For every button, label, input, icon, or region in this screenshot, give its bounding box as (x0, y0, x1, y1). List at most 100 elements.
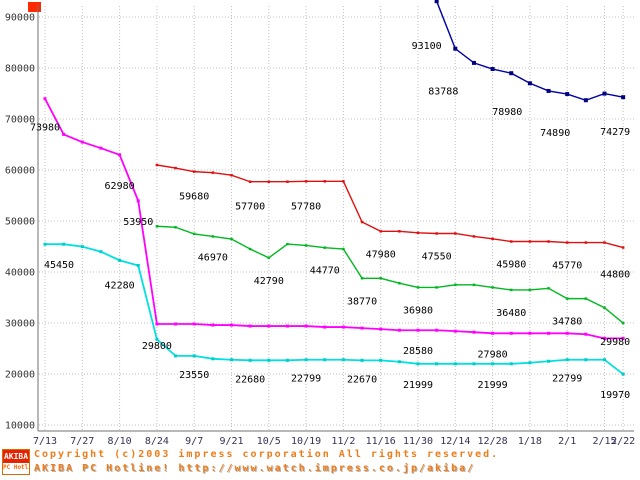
data-point-magenta (435, 328, 439, 332)
data-point-green (472, 283, 476, 287)
data-point-green (510, 288, 513, 292)
y-tick-label: 10000 (5, 421, 35, 432)
data-point-cyan (379, 358, 383, 362)
data-point-red (192, 170, 196, 173)
point-label: 29980 (600, 337, 630, 348)
y-tick-label: 90000 (5, 13, 35, 24)
point-label: 36980 (403, 305, 433, 316)
point-label: 53950 (123, 217, 153, 228)
data-point-magenta (528, 331, 532, 335)
akiba-pc-hotline-logo: AKIBA PC Hotline! (2, 449, 30, 475)
data-point-red (528, 240, 532, 243)
x-tick-label: 9/21 (219, 436, 243, 446)
x-tick-label: 12/14 (440, 436, 470, 446)
data-point-red (155, 163, 159, 167)
data-point-blue (546, 88, 551, 93)
data-point-cyan (323, 358, 327, 362)
data-point-red (416, 231, 420, 235)
point-label: 21999 (403, 380, 433, 391)
point-label: 47550 (422, 251, 452, 262)
data-point-magenta (379, 327, 383, 331)
data-point-red (379, 230, 382, 233)
y-tick-label: 20000 (5, 370, 35, 381)
x-tick-label: 11/30 (403, 436, 433, 446)
point-label: 74890 (540, 128, 570, 139)
y-tick-label: 80000 (5, 64, 35, 75)
data-point-red (248, 180, 252, 183)
data-point-magenta (453, 329, 457, 333)
data-point-blue (583, 98, 588, 103)
data-point-cyan (341, 358, 345, 362)
price-trend-chart: 90000 80000 70000 60000 50000 40000 30000 20000… (5, 0, 635, 446)
data-point-red (174, 166, 177, 170)
data-point-magenta (584, 332, 588, 336)
data-point-cyan (43, 242, 47, 246)
point-label: 74279 (600, 127, 630, 138)
point-label: 45770 (552, 261, 582, 272)
point-label: 22799 (552, 374, 582, 385)
point-label: 22799 (291, 374, 321, 385)
point-label: 59680 (179, 192, 209, 203)
data-point-green (304, 244, 308, 247)
data-point-cyan (230, 358, 233, 362)
data-point-magenta (397, 328, 401, 332)
copyright-text: Copyright (c)2003 impress corporation Al… (34, 449, 500, 460)
data-point-red (565, 241, 569, 244)
data-point-green (174, 226, 177, 229)
data-point-blue (565, 92, 570, 97)
data-point-red (472, 235, 476, 238)
data-point-blue (471, 60, 476, 65)
data-point-blue (490, 67, 495, 72)
data-point-cyan (118, 258, 122, 262)
data-point-red (230, 173, 233, 177)
x-tick-label: 10/5 (257, 436, 281, 446)
data-point-cyan (416, 362, 420, 366)
series-line-red (156, 164, 624, 249)
data-point-green (565, 297, 569, 300)
data-point-cyan (136, 263, 140, 267)
x-tick-label: 7/27 (70, 436, 94, 446)
x-tick-label: 9/7 (185, 436, 203, 446)
data-point-cyan (547, 359, 551, 363)
data-point-green (584, 297, 588, 300)
point-label: 62980 (105, 181, 135, 192)
data-point-magenta (565, 331, 569, 335)
y-tick-label: 70000 (5, 115, 35, 126)
data-point-magenta (62, 132, 66, 136)
point-label: 36480 (496, 308, 526, 319)
data-point-magenta (360, 326, 364, 330)
point-label: 22680 (235, 374, 265, 385)
pc-hotline-logo-text: PC Hotline! (3, 464, 29, 471)
data-point-cyan (211, 357, 215, 361)
data-point-green (454, 283, 457, 287)
point-label: 57700 (235, 202, 265, 213)
data-point-magenta (323, 325, 327, 329)
data-point-cyan (267, 358, 271, 362)
data-point-cyan (304, 358, 308, 362)
point-label: 21999 (478, 380, 508, 391)
data-point-cyan (621, 372, 625, 376)
footer: AKIBA PC Hotline! Copyright (c)2003 impr… (0, 446, 640, 480)
site-url-text: AKIBA PC Hotline! http://www.watch.impre… (34, 463, 476, 474)
data-point-green (379, 277, 382, 280)
data-point-blue (602, 91, 607, 96)
data-point-green (192, 232, 196, 236)
series-line-magenta (44, 98, 624, 340)
data-point-magenta (155, 322, 159, 326)
point-label: 93100 (412, 41, 442, 52)
data-point-green (267, 256, 271, 260)
data-point-cyan (509, 362, 513, 366)
point-label: 27980 (478, 349, 508, 360)
point-label: 42790 (254, 276, 284, 287)
y-tick-label: 40000 (5, 268, 35, 279)
data-point-cyan (99, 250, 103, 254)
data-point-blue (621, 95, 626, 100)
data-point-green (528, 288, 532, 292)
data-point-blue (509, 71, 514, 76)
x-tick-label: 2/22 (611, 436, 635, 446)
series-line-blue (435, 0, 624, 101)
x-tick-label: 12/28 (478, 436, 508, 446)
data-point-green (547, 287, 550, 290)
data-point-cyan (192, 354, 196, 358)
data-point-blue (527, 81, 532, 86)
